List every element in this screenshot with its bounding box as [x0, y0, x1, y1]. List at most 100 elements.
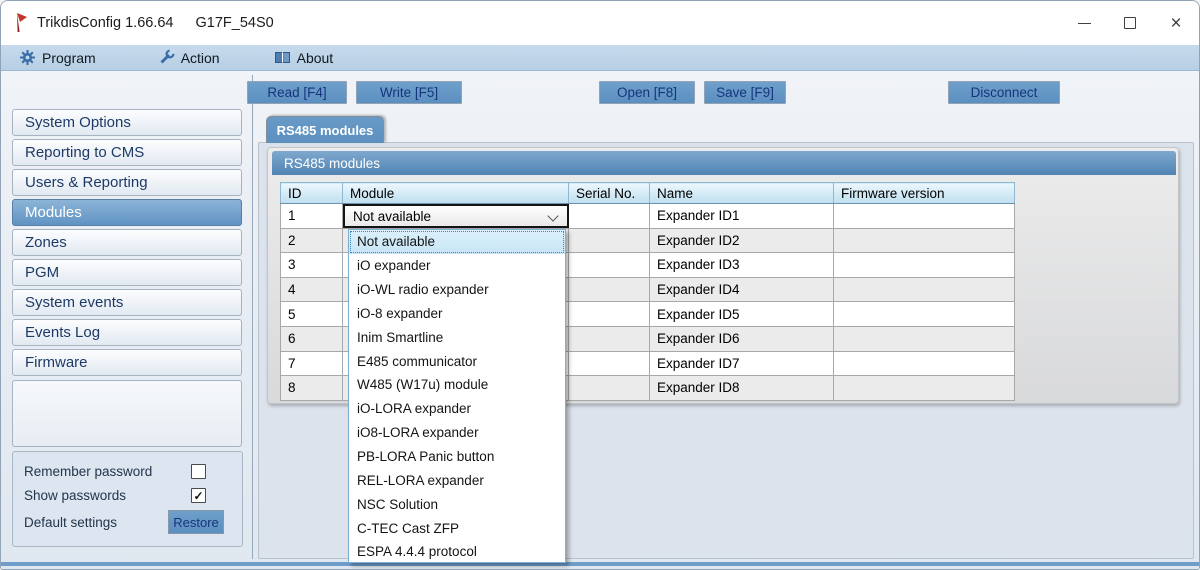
- serial-cell: [568, 252, 650, 278]
- id-cell: 3: [280, 252, 343, 278]
- write-button[interactable]: Write [F5]: [356, 81, 462, 104]
- column-header: Name: [649, 182, 834, 204]
- maximize-button[interactable]: [1107, 1, 1153, 45]
- menu-item-label: Action: [180, 49, 220, 66]
- password-panel: Remember password Show passwords ✓ Defau…: [12, 451, 243, 547]
- dropdown-option[interactable]: ESPA 4.4.4 protocol: [357, 544, 477, 560]
- default-settings-label: Default settings: [24, 515, 118, 530]
- wrench-icon: [160, 49, 175, 64]
- dropdown-option[interactable]: iO-8 expander: [357, 305, 443, 321]
- disconnect-button[interactable]: Disconnect: [948, 81, 1060, 104]
- remember-password-checkbox[interactable]: [191, 464, 206, 479]
- titlebar: TrikdisConfig 1.66.64 G17F_54S0 ×: [1, 1, 1199, 45]
- name-cell[interactable]: Expander ID3: [649, 252, 834, 278]
- dropdown-option[interactable]: iO expander: [357, 258, 431, 274]
- sidebar-item[interactable]: System events: [12, 289, 242, 316]
- name-cell[interactable]: Expander ID6: [649, 325, 834, 352]
- dropdown-option[interactable]: Not available: [349, 230, 565, 254]
- combobox-value: Not available: [353, 208, 432, 224]
- window-title: TrikdisConfig 1.66.64: [37, 15, 174, 31]
- sidebar-divider: [252, 75, 253, 559]
- id-cell: 5: [280, 301, 343, 327]
- id-cell: 6: [280, 325, 343, 352]
- app-logo-icon: [17, 13, 27, 32]
- sidebar-item[interactable]: Modules: [12, 199, 242, 226]
- tab-rs485-modules[interactable]: RS485 modules: [266, 116, 384, 143]
- remember-password-label: Remember password: [24, 464, 153, 479]
- name-cell[interactable]: Expander ID8: [649, 375, 834, 401]
- firmware-cell: [833, 203, 1015, 229]
- chevron-down-icon: [547, 210, 559, 222]
- sidebar-item[interactable]: Reporting to CMS: [12, 139, 242, 166]
- name-cell[interactable]: Expander ID1: [649, 203, 834, 229]
- dropdown-option[interactable]: REL-LORA expander: [357, 472, 484, 488]
- sidebar-item[interactable]: Zones: [12, 229, 242, 256]
- menu-item-label: Program: [42, 49, 96, 66]
- minimize-button[interactable]: [1061, 1, 1107, 45]
- sidebar-item[interactable]: Events Log: [12, 319, 242, 346]
- menu-item-about[interactable]: About: [264, 45, 344, 71]
- firmware-cell: [833, 252, 1015, 278]
- serial-cell: [568, 325, 650, 352]
- maximize-icon: [1124, 17, 1136, 29]
- id-cell: 8: [280, 375, 343, 401]
- module-dropdown-list: Not available iO expander iO-WL radio expa…: [348, 229, 566, 563]
- dropdown-option[interactable]: NSC Solution: [357, 496, 439, 512]
- dropdown-option[interactable]: iO-LORA expander: [357, 401, 472, 417]
- column-header: Firmware version: [833, 182, 1015, 204]
- serial-cell: [568, 276, 650, 303]
- menu-item-program[interactable]: Program: [9, 45, 106, 71]
- device-id: G17F_54S0: [195, 15, 274, 31]
- id-cell: 7: [280, 350, 343, 377]
- close-icon: ×: [1170, 12, 1182, 34]
- show-passwords-label: Show passwords: [24, 488, 127, 503]
- id-cell: 1: [280, 203, 343, 229]
- sidebar-empty-panel: [12, 380, 242, 447]
- menubar: Program Action About: [1, 45, 1199, 71]
- dropdown-option[interactable]: iO-WL radio expander: [357, 282, 489, 298]
- firmware-cell: [833, 227, 1015, 254]
- column-header: ID: [280, 182, 343, 204]
- firmware-cell: [833, 325, 1015, 352]
- firmware-cell: [833, 276, 1015, 303]
- dropdown-option[interactable]: C-TEC Cast ZFP: [357, 520, 460, 536]
- save-button[interactable]: Save [F9]: [704, 81, 786, 104]
- firmware-cell: [833, 375, 1015, 401]
- column-header: Serial No.: [568, 182, 650, 204]
- column-header: Module: [342, 182, 569, 204]
- sidebar-item[interactable]: PGM: [12, 259, 242, 286]
- sidebar-item[interactable]: Firmware: [12, 349, 242, 376]
- restore-button[interactable]: Restore: [168, 510, 224, 534]
- name-cell[interactable]: Expander ID4: [649, 276, 834, 303]
- serial-cell: [568, 375, 650, 401]
- read-button[interactable]: Read [F4]: [247, 81, 347, 104]
- window-bottom-accent: [1, 562, 1199, 566]
- window-body: Read [F4] Write [F5] Open [F8] Save [F9]…: [1, 71, 1199, 569]
- dropdown-option[interactable]: PB-LORA Panic button: [357, 449, 495, 465]
- sidebar-item[interactable]: System Options: [12, 109, 242, 136]
- gear-icon: [20, 50, 35, 65]
- sidebar-item[interactable]: Users & Reporting: [12, 169, 242, 196]
- id-cell: 4: [280, 276, 343, 303]
- dropdown-option[interactable]: Inim Smartline: [357, 329, 444, 345]
- book-icon: [274, 52, 290, 63]
- open-button[interactable]: Open [F8]: [599, 81, 695, 104]
- name-cell[interactable]: Expander ID5: [649, 301, 834, 327]
- serial-cell: [568, 301, 650, 327]
- module-combobox[interactable]: Not available: [343, 204, 569, 228]
- name-cell[interactable]: Expander ID2: [649, 227, 834, 254]
- group-title: RS485 modules: [272, 151, 1176, 175]
- close-button[interactable]: ×: [1153, 1, 1199, 45]
- menu-item-label: About: [296, 49, 334, 66]
- name-cell[interactable]: Expander ID7: [649, 350, 834, 377]
- minimize-icon: [1077, 22, 1091, 24]
- firmware-cell: [833, 301, 1015, 327]
- dropdown-option[interactable]: iO8-LORA expander: [357, 425, 479, 441]
- dropdown-option[interactable]: E485 communicator: [357, 353, 478, 369]
- dropdown-option[interactable]: W485 (W17u) module: [357, 377, 489, 393]
- serial-cell: [568, 227, 650, 254]
- table-header-row: ID Module Serial No. Name Firmware version: [280, 182, 1015, 204]
- menu-item-action[interactable]: Action: [148, 45, 230, 71]
- show-passwords-checkbox[interactable]: ✓: [191, 488, 206, 503]
